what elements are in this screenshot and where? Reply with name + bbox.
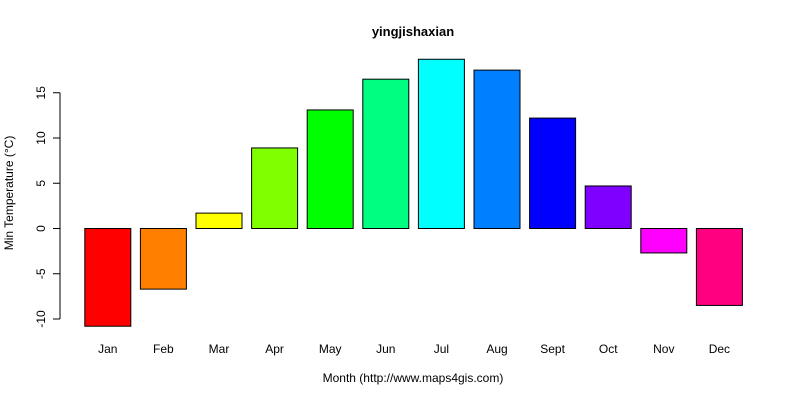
x-tick-label: Jun — [376, 342, 395, 356]
x-tick-label: May — [319, 342, 342, 356]
x-tick-label: Jul — [434, 342, 449, 356]
bar-jan — [84, 228, 132, 327]
bar-may — [306, 109, 354, 229]
x-tick-label: Jan — [98, 342, 117, 356]
bar-aug — [473, 69, 521, 229]
x-tick-label: Mar — [209, 342, 230, 356]
y-tick-label: -5 — [34, 268, 48, 279]
x-tick-label: Feb — [153, 342, 174, 356]
bar-feb — [139, 228, 187, 290]
x-tick-label: Sept — [540, 342, 565, 356]
y-tick-label: 15 — [34, 86, 48, 100]
bar-apr — [251, 147, 299, 229]
x-tick-label: Nov — [653, 342, 674, 356]
y-tick-label: -10 — [34, 310, 48, 328]
bar-mar — [195, 212, 243, 230]
bars — [84, 58, 743, 327]
bar-nov — [640, 228, 688, 254]
y-tick-label: 5 — [34, 180, 48, 187]
bar-jul — [417, 58, 465, 229]
chart-title: yingjishaxian — [372, 24, 454, 39]
bar-sept — [529, 117, 577, 229]
x-tick-label: Aug — [486, 342, 507, 356]
y-axis-label: Min Temperature (°C) — [2, 136, 16, 251]
x-tick-label: Dec — [709, 342, 730, 356]
bar-oct — [584, 185, 632, 229]
y-tick-label: 10 — [34, 131, 48, 145]
y-tick-label: 0 — [34, 225, 48, 232]
x-tick-label: Apr — [265, 342, 284, 356]
x-tick-label: Oct — [599, 342, 618, 356]
y-ticks: -10 -5 0 5 10 15 — [34, 86, 60, 328]
x-axis-label: Month (http://www.maps4gis.com) — [323, 371, 504, 385]
bar-jun — [362, 78, 410, 229]
x-tick-labels: Jan Feb Mar Apr May Jun Jul Aug Sept Oct Nov Dec — [98, 342, 730, 356]
bar-dec — [695, 228, 743, 306]
